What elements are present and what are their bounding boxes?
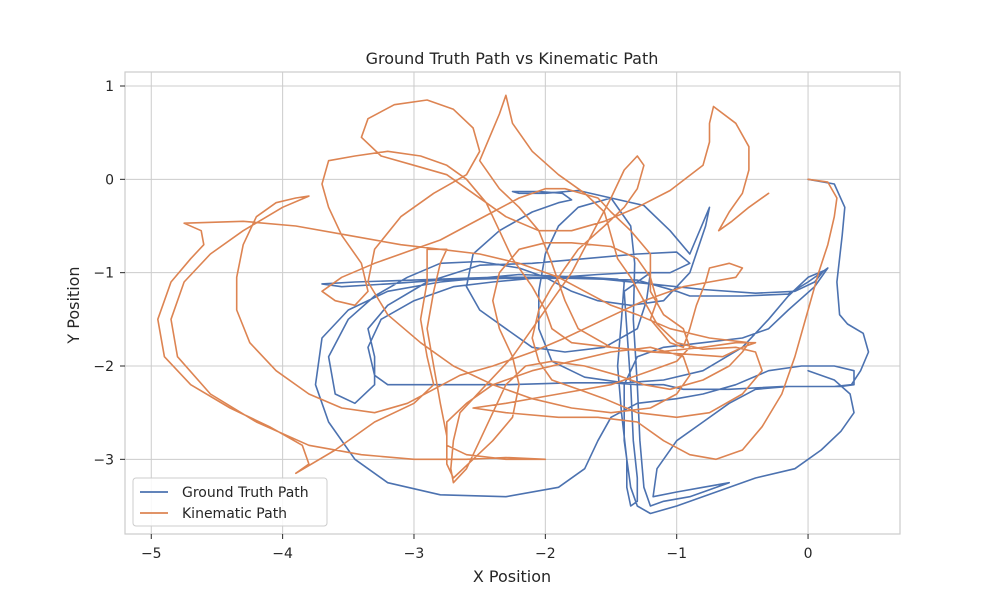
legend-box	[132, 477, 328, 527]
x-tick-label: −3	[404, 546, 425, 562]
plot-area	[125, 72, 900, 534]
x-tick-label: −4	[272, 546, 293, 562]
legend: Ground Truth Path Kinematic Path	[132, 477, 328, 527]
y-axis-label: Y Position	[64, 266, 83, 344]
x-axis-ticks: −5 −4 −3 −2 −1 0	[141, 534, 813, 562]
y-tick-label: −1	[93, 266, 114, 282]
y-tick-label: 1	[105, 79, 114, 95]
y-axis-ticks: 1 0 −1 −2 −3	[93, 79, 125, 468]
y-tick-label: −2	[93, 359, 114, 375]
chart-title: Ground Truth Path vs Kinematic Path	[366, 49, 659, 68]
x-tick-label: −5	[141, 546, 162, 562]
y-tick-label: 0	[105, 172, 114, 188]
x-tick-label: −1	[666, 546, 687, 562]
y-tick-label: −3	[93, 452, 114, 468]
x-tick-label: 0	[804, 546, 813, 562]
series-line-kinematic	[157, 94, 838, 484]
legend-label: Kinematic Path	[182, 506, 287, 522]
x-axis-label: X Position	[473, 567, 551, 586]
x-tick-label: −2	[535, 546, 556, 562]
legend-label: Ground Truth Path	[182, 485, 309, 501]
series-group	[157, 94, 870, 515]
plot-frame	[124, 71, 901, 535]
